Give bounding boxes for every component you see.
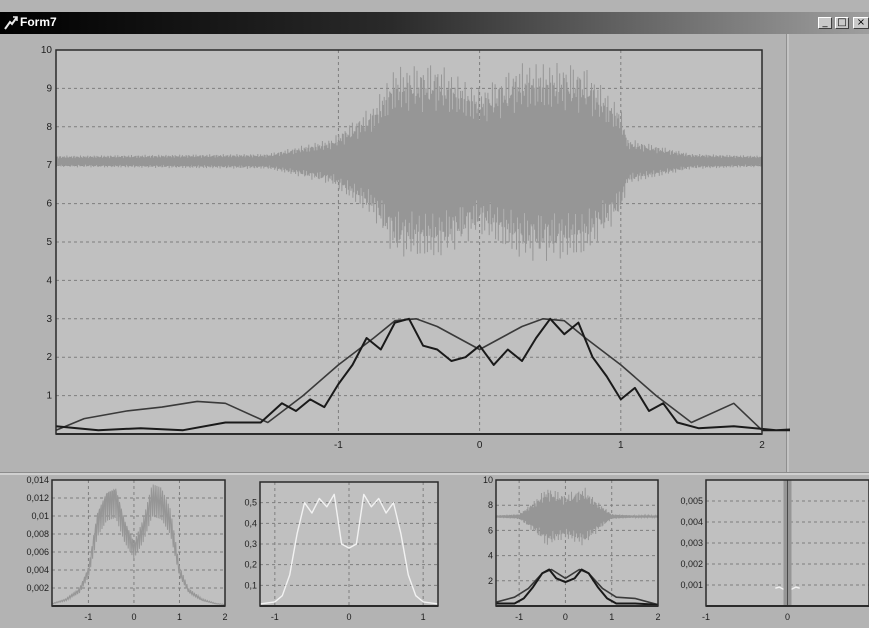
y-tick-label: 4 — [46, 275, 52, 286]
maximize-button[interactable]: □ — [835, 17, 849, 29]
y-tick-label: 4 — [488, 551, 493, 561]
window-title: Form7 — [20, 15, 57, 29]
x-tick-label: -1 — [515, 612, 523, 622]
y-tick-label: 10 — [41, 45, 53, 56]
y-tick-label: 0,5 — [244, 498, 257, 508]
vertical-splitter[interactable] — [786, 34, 789, 474]
close-button[interactable]: × — [853, 17, 869, 29]
x-tick-label: 0 — [785, 612, 790, 622]
y-tick-label: 6 — [488, 525, 493, 535]
y-tick-label: 0,004 — [26, 565, 49, 575]
x-tick-label: -1 — [702, 612, 710, 622]
y-tick-label: 0,1 — [244, 580, 257, 590]
minimize-button[interactable]: _ — [818, 17, 832, 29]
app-icon — [4, 16, 18, 30]
plot-area — [496, 480, 658, 606]
y-tick-label: 0,006 — [26, 547, 49, 557]
y-tick-label: 0,2 — [244, 560, 257, 570]
y-tick-label: 0,008 — [26, 529, 49, 539]
envelope-mid-series — [55, 318, 763, 431]
main-chart: -1 0 1 2 1 2 3 4 5 6 7 8 9 10 — [41, 45, 790, 451]
y-tick-label: 0,01 — [31, 511, 49, 521]
x-tick-label: 0 — [563, 612, 568, 622]
y-tick-label: 0,001 — [680, 580, 703, 590]
envelope-mid-series — [495, 568, 659, 606]
y-tick-label: 0,003 — [680, 538, 703, 548]
y-tick-label: 9 — [46, 83, 52, 94]
x-tick-label: 0 — [131, 612, 136, 622]
y-tick-label: 1 — [46, 391, 52, 402]
x-tick-label: 2 — [222, 612, 227, 622]
y-tick-label: 0,4 — [244, 518, 257, 528]
y-tick-label: 0,012 — [26, 493, 49, 503]
envelope-dark-series — [55, 317, 790, 432]
y-tick-label: 0,002 — [26, 583, 49, 593]
x-tick-label: -1 — [84, 612, 92, 622]
white-curve-chart: -1 0 1 0,1 0,2 0,3 0,4 0,5 — [244, 481, 439, 622]
horizontal-splitter[interactable] — [0, 472, 869, 475]
signal-series — [495, 487, 659, 546]
x-tick-label: 1 — [609, 612, 614, 622]
y-tick-label: 2 — [46, 352, 52, 363]
x-tick-label: 1 — [618, 440, 624, 451]
signal-series — [55, 62, 763, 261]
spike-chart: -1 0 0,001 0,002 0,003 0,004 0,005 — [680, 479, 869, 622]
x-tick-label: 0 — [346, 612, 351, 622]
title-bar[interactable]: Form7 _ □ × — [0, 12, 869, 34]
y-tick-label: 7 — [46, 160, 52, 171]
plot-area — [52, 480, 225, 606]
envelope-dark-series — [496, 568, 659, 606]
y-tick-label: 0,005 — [680, 496, 703, 506]
y-tick-label: 0,014 — [26, 475, 49, 485]
x-tick-label: 1 — [177, 612, 182, 622]
y-tick-label: 5 — [46, 237, 52, 248]
mini-signal-chart: -1 0 1 2 2 4 6 8 10 — [483, 475, 661, 622]
spectrum-series — [51, 484, 226, 605]
x-tick-label: 2 — [759, 440, 765, 451]
y-tick-label: 0,3 — [244, 539, 257, 549]
y-tick-label: 3 — [46, 314, 52, 325]
x-tick-label: -1 — [271, 612, 279, 622]
y-tick-label: 2 — [488, 576, 493, 586]
y-tick-label: 6 — [46, 199, 52, 210]
y-tick-label: 8 — [488, 500, 493, 510]
spectrum-chart: -1 0 1 2 0,002 0,004 0,006 0,008 0,01 0,012 0,014 — [26, 475, 227, 622]
x-tick-label: 0 — [477, 440, 483, 451]
y-tick-label: 8 — [46, 122, 52, 133]
white-curve-series — [259, 493, 439, 605]
x-tick-label: 2 — [655, 612, 660, 622]
y-tick-label: 0,002 — [680, 559, 703, 569]
x-tick-label: -1 — [334, 440, 343, 451]
y-tick-label: 0,004 — [680, 517, 703, 527]
y-tick-label: 10 — [483, 475, 493, 485]
x-tick-label: 1 — [421, 612, 426, 622]
